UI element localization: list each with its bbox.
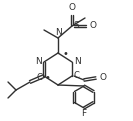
- Text: N: N: [55, 28, 61, 37]
- Text: O: O: [68, 3, 76, 12]
- Text: N: N: [74, 57, 81, 67]
- Text: C: C: [36, 72, 42, 82]
- Text: C: C: [74, 72, 80, 80]
- Text: F: F: [81, 109, 87, 117]
- Text: N: N: [35, 57, 42, 67]
- Text: •: •: [45, 73, 51, 83]
- Text: S: S: [73, 22, 79, 30]
- Text: O: O: [100, 73, 107, 83]
- Text: •: •: [62, 49, 68, 59]
- Text: O: O: [90, 22, 97, 30]
